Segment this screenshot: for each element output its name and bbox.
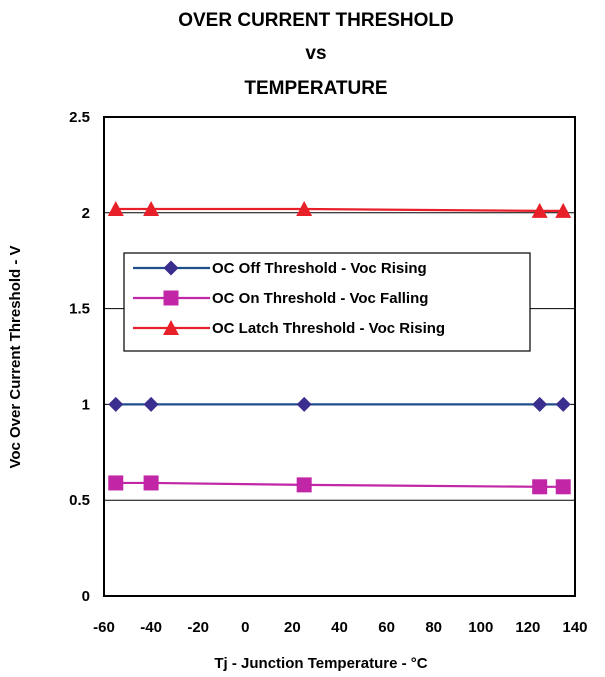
data-point bbox=[296, 200, 313, 216]
series-line bbox=[115, 481, 564, 488]
x-tick-label: 60 bbox=[378, 619, 395, 636]
x-tick-labels: -60 -40 -20 0 20 40 60 80 100 120 140 bbox=[93, 619, 587, 636]
series-2 bbox=[108, 475, 571, 495]
legend-label: OC Latch Threshold - Voc Rising bbox=[212, 320, 445, 337]
legend: OC Off Threshold - Voc Rising OC On Thres… bbox=[123, 252, 531, 352]
legend-label: OC Off Threshold - Voc Rising bbox=[212, 260, 427, 277]
data-point bbox=[143, 396, 159, 412]
chart-title: OVER CURRENT THRESHOLD vs TEMPERATURE bbox=[178, 10, 454, 99]
x-tick-label: 40 bbox=[331, 619, 348, 636]
data-point bbox=[296, 396, 312, 412]
legend-box bbox=[123, 252, 531, 352]
y-tick-label: 1 bbox=[82, 396, 90, 413]
y-axis-title: Voc Over Current Threshold - V bbox=[7, 245, 24, 468]
data-point bbox=[531, 202, 548, 218]
data-point bbox=[532, 479, 548, 495]
series-3 bbox=[107, 200, 572, 218]
legend-marker bbox=[163, 290, 179, 306]
plot-area bbox=[103, 116, 576, 597]
x-tick-label: 100 bbox=[468, 619, 493, 636]
series-1 bbox=[108, 396, 571, 412]
data-point bbox=[555, 479, 571, 495]
x-tick-label: 0 bbox=[241, 619, 249, 636]
y-tick-label: 0 bbox=[82, 588, 90, 605]
x-tick-label: 20 bbox=[284, 619, 301, 636]
x-tick-label: 120 bbox=[515, 619, 540, 636]
data-point bbox=[532, 396, 548, 412]
data-point bbox=[555, 396, 571, 412]
legend-marker bbox=[163, 260, 179, 276]
data-point bbox=[107, 200, 124, 216]
chart-title-line-2: vs bbox=[305, 43, 326, 64]
data-point bbox=[555, 202, 572, 218]
data-point bbox=[143, 200, 160, 216]
data-point bbox=[143, 475, 159, 491]
y-tick-labels: 0 0.5 1 1.5 2 2.5 bbox=[69, 109, 90, 605]
y-tick-label: 2 bbox=[82, 205, 90, 222]
data-point bbox=[108, 475, 124, 491]
x-axis-title: Tj - Junction Temperature - °C bbox=[214, 655, 427, 672]
legend-label: OC On Threshold - Voc Falling bbox=[212, 290, 428, 307]
x-tick-label: -40 bbox=[140, 619, 162, 636]
legend-marker bbox=[163, 320, 179, 335]
y-tick-label: 1.5 bbox=[69, 301, 90, 318]
x-tick-label: 140 bbox=[562, 619, 587, 636]
x-tick-label: 80 bbox=[425, 619, 442, 636]
chart-title-line-1: OVER CURRENT THRESHOLD bbox=[178, 10, 454, 31]
y-tick-label: 0.5 bbox=[69, 492, 90, 509]
chart-title-line-3: TEMPERATURE bbox=[244, 78, 387, 99]
series-line bbox=[115, 207, 564, 212]
y-tick-label: 2.5 bbox=[69, 109, 90, 126]
x-tick-label: -20 bbox=[187, 619, 209, 636]
data-point bbox=[108, 396, 124, 412]
x-tick-label: -60 bbox=[93, 619, 115, 636]
series-group bbox=[107, 200, 572, 495]
data-point bbox=[296, 477, 312, 493]
